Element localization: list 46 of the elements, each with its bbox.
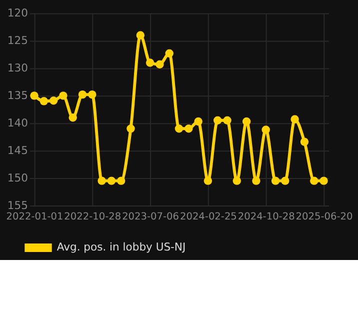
- x-tick-label: 2024-10-28: [238, 212, 295, 223]
- point: [300, 138, 309, 146]
- point: [290, 115, 299, 124]
- point: [68, 114, 77, 122]
- y-tick-label: 130: [7, 62, 28, 75]
- point: [30, 92, 38, 100]
- y-tick-label: 145: [7, 144, 28, 158]
- x-tick-label: 2024-02-25: [180, 212, 237, 223]
- y-tick-label: 150: [7, 171, 28, 184]
- point: [194, 117, 202, 126]
- point: [281, 176, 290, 185]
- x-tick-label: 2022-10-28: [64, 212, 122, 223]
- point: [165, 49, 174, 58]
- y-tick-label: 140: [7, 116, 28, 130]
- point: [252, 176, 260, 185]
- point: [271, 176, 280, 185]
- y-tick-label: 155: [7, 198, 28, 212]
- point: [174, 124, 184, 133]
- point: [78, 90, 87, 99]
- x-tick-label: 2022-01-01: [6, 212, 64, 223]
- point: [204, 176, 212, 185]
- point: [310, 176, 318, 185]
- point: [262, 126, 270, 134]
- point: [146, 58, 154, 67]
- point: [184, 124, 193, 133]
- point: [116, 176, 126, 185]
- point: [40, 97, 48, 106]
- x-tick-label: 2025-06-20: [296, 212, 353, 223]
- point: [213, 116, 222, 124]
- y-tick-label: 125: [7, 34, 28, 48]
- x-tick-label: 2023-07-06: [122, 212, 180, 223]
- point: [223, 116, 232, 124]
- point: [232, 176, 242, 185]
- point: [136, 31, 145, 40]
- point: [98, 176, 106, 185]
- point: [156, 60, 164, 68]
- point: [59, 92, 68, 100]
- y-tick-label: 135: [7, 89, 28, 102]
- point: [242, 117, 251, 126]
- y-tick-label: 120: [7, 6, 28, 20]
- point: [88, 90, 96, 99]
- point: [126, 124, 135, 133]
- point: [320, 176, 328, 185]
- point: [107, 176, 116, 185]
- point: [49, 96, 58, 105]
- legend-label: Avg. pos. in lobby US-NJ: [56, 240, 186, 254]
